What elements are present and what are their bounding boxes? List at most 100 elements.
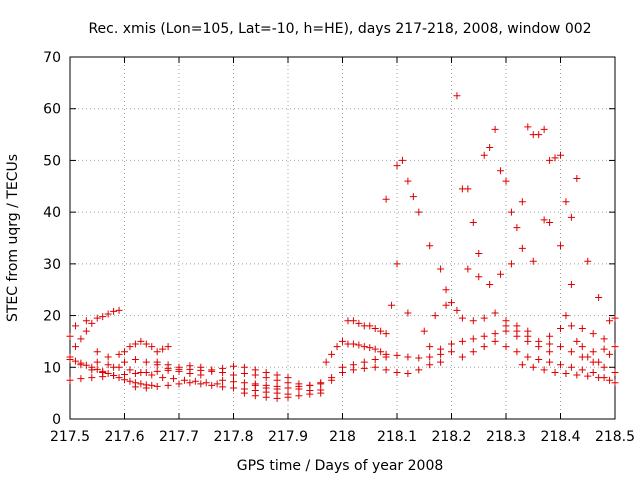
data-point [230,378,237,386]
data-point [606,376,614,384]
x-tick-label: 218.5 [595,429,635,445]
data-point [142,340,150,348]
data-point [219,364,227,372]
data-point [502,343,510,351]
data-point [115,306,123,314]
data-point [126,366,134,374]
data-point [567,363,575,371]
data-point [611,343,619,351]
x-tick-label: 217.9 [268,429,308,445]
data-point [513,224,521,232]
data-point [148,371,156,379]
data-point [540,216,548,224]
data-point [420,327,428,335]
data-point [475,250,483,258]
data-point [137,368,145,376]
data-point [398,156,406,164]
data-point [486,281,494,289]
data-point [480,151,488,159]
data-point [502,177,510,185]
data-point [611,368,619,376]
data-point [349,340,357,348]
data-point [584,372,592,380]
data-point [546,332,554,340]
data-point [230,362,237,370]
data-point [191,377,199,385]
data-point [578,343,586,351]
data-point [121,371,128,379]
data-point [404,353,412,361]
data-point [442,286,450,294]
data-point [175,380,183,388]
data-point [535,131,543,139]
data-point [115,374,123,382]
data-point [170,375,178,383]
y-tick-label: 70 [43,50,61,66]
data-point [573,175,581,183]
data-point [131,383,139,391]
data-point [240,389,248,397]
data-point [77,361,85,369]
data-point [77,375,85,383]
data-point [186,379,194,387]
data-point [208,381,216,389]
data-point [153,348,161,356]
data-point [99,368,107,376]
data-point [442,301,450,309]
data-point [230,384,237,392]
data-point [497,270,505,278]
y-axis-label: STEC from uqrg / TECUs [5,154,21,322]
data-point [546,156,554,164]
data-point [110,372,118,380]
data-point [131,369,139,377]
data-point [251,392,259,400]
data-point [393,368,401,376]
x-tick-label: 217.5 [50,429,90,445]
data-point [431,312,439,320]
x-tick-label: 218.2 [431,429,471,445]
data-point [524,123,532,131]
data-point [573,337,581,345]
data-point [148,381,156,389]
data-point [562,312,570,320]
data-point [142,358,150,366]
data-point [104,353,112,361]
data-point [197,371,205,379]
data-point [66,353,74,361]
data-point [197,363,205,371]
data-point [240,379,248,387]
data-point [404,369,412,377]
data-point [382,366,390,374]
data-point [393,351,401,359]
chart-title: Rec. xmis (Lon=105, Lat=-10, h=HE), days… [88,21,591,37]
data-point [518,361,526,369]
data-point [557,343,564,351]
data-point [240,363,248,371]
data-point [180,376,188,384]
data-point [557,361,564,369]
data-point [415,366,423,374]
data-point [153,358,161,366]
data-point [600,335,608,343]
data-point [153,382,161,390]
data-point [159,345,167,353]
data-point [104,361,112,369]
data-point [426,361,434,369]
data-point [328,350,336,358]
data-point [491,337,499,345]
data-point [371,356,379,364]
data-point [164,381,172,389]
data-point [529,257,537,265]
data-point [349,317,357,325]
data-point [88,374,96,382]
data-point [186,362,194,370]
data-point [99,313,107,321]
data-point [529,363,537,371]
data-point [164,343,172,351]
data-point [230,371,237,379]
data-point [524,332,532,340]
data-point [507,208,515,216]
data-point [355,319,363,327]
data-point [578,325,586,332]
